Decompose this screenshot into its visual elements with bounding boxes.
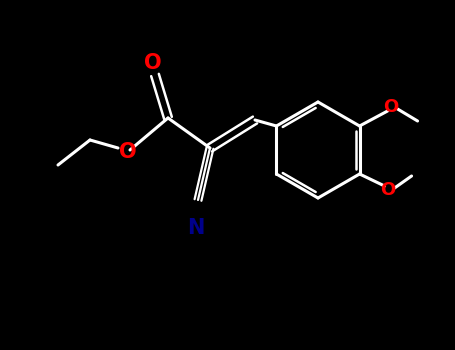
Text: O: O — [383, 98, 398, 116]
Text: O: O — [119, 142, 137, 162]
Text: O: O — [144, 53, 162, 73]
Text: N: N — [187, 218, 205, 238]
Text: O: O — [380, 181, 395, 199]
